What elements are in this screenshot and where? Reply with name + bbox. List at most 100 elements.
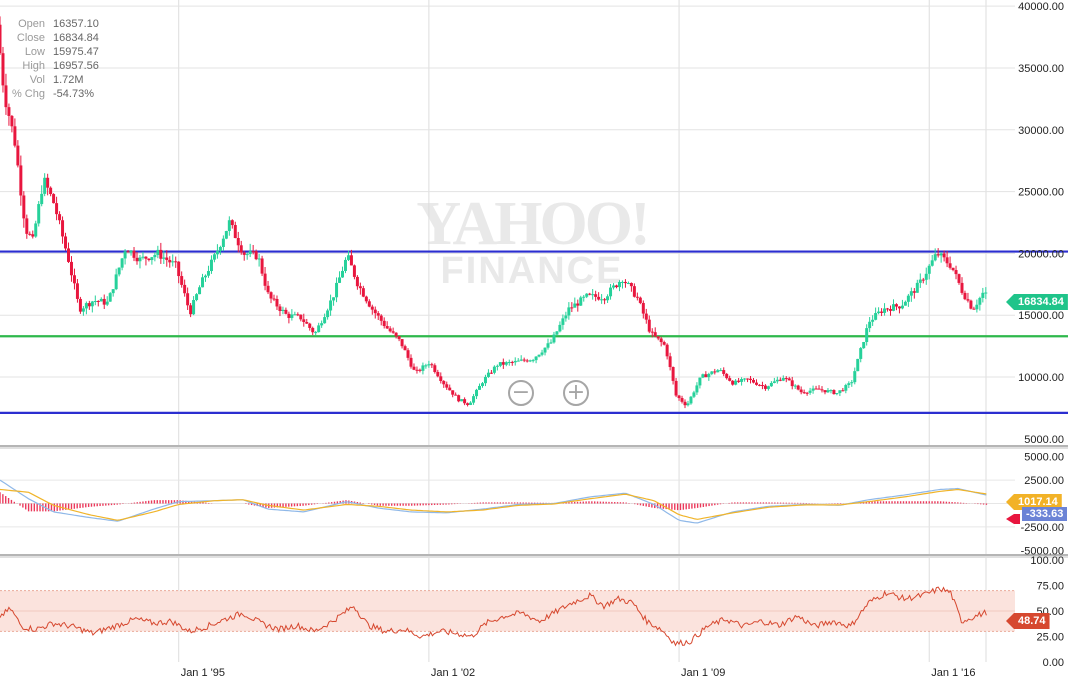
candle-body: [889, 309, 893, 311]
candle-body: [653, 332, 657, 337]
candle-body: [10, 115, 14, 127]
candle-body: [856, 358, 860, 372]
candle-body: [597, 296, 601, 300]
ohlc-key: Vol: [29, 74, 45, 86]
candle-body: [343, 259, 347, 271]
candle-body: [153, 254, 157, 258]
candle-body: [525, 360, 529, 362]
watermark-yahoo: YAHOO!: [416, 190, 647, 258]
y-tick-label: 30000.00: [1018, 125, 1064, 137]
candle-body: [355, 276, 359, 287]
candle-body: [16, 145, 20, 166]
candle-body: [132, 250, 136, 258]
candle-body: [409, 357, 413, 367]
candle-body: [814, 388, 818, 390]
candle-body: [942, 253, 946, 258]
ohlc-key: High: [22, 60, 45, 72]
candle-body: [954, 270, 958, 275]
y-tick-label: -5000.00: [1021, 545, 1064, 557]
candle-body: [900, 305, 904, 309]
candle-body: [603, 299, 607, 301]
candle-body: [129, 250, 133, 253]
zoom-out-button[interactable]: −: [508, 380, 534, 406]
candle-body: [287, 313, 291, 318]
candle-body: [397, 336, 401, 340]
candle-body: [635, 296, 639, 298]
candle-body: [617, 281, 621, 288]
candle-body: [674, 380, 678, 396]
candle-body: [64, 236, 68, 249]
ohlc-value: 16834.84: [53, 32, 99, 44]
candle-body: [817, 388, 821, 390]
candle-body: [31, 234, 35, 237]
candle-body: [576, 303, 580, 306]
x-tick-label: Jan 1 '95: [181, 667, 225, 679]
candle-body: [296, 314, 300, 316]
candle-body: [299, 314, 303, 320]
y-tick-label: 15000.00: [1018, 310, 1064, 322]
candle-body: [215, 251, 219, 255]
candle-body: [600, 299, 604, 301]
candle-body: [641, 302, 645, 314]
candle-body: [37, 204, 41, 224]
candle-body: [722, 370, 726, 374]
candle-body: [710, 371, 714, 374]
y-tick-label: 25000.00: [1018, 187, 1064, 199]
candle-body: [647, 319, 651, 332]
ohlc-value: 1.72M: [53, 74, 84, 86]
candle-body: [805, 392, 809, 394]
candle-body: [746, 378, 750, 380]
candle-body: [796, 385, 800, 390]
candle-body: [501, 362, 505, 365]
candle-body: [448, 387, 452, 391]
candle-body: [87, 303, 91, 307]
candle-body: [963, 292, 967, 300]
candle-body: [802, 392, 806, 394]
y-tick-label: 100.00: [1030, 555, 1064, 567]
x-tick-label: Jan 1 '02: [431, 667, 475, 679]
candle-body: [489, 372, 493, 374]
candle-body: [451, 390, 455, 395]
candle-body: [495, 365, 499, 367]
candle-body: [260, 258, 264, 274]
candle-body: [168, 259, 172, 263]
candle-body: [719, 370, 723, 372]
candle-body: [93, 300, 97, 302]
candle-body: [847, 383, 851, 386]
candle-body: [430, 364, 434, 366]
candle-body: [725, 373, 729, 379]
candle-body: [406, 350, 410, 358]
candle-body: [707, 373, 711, 378]
ohlc-value: 16357.10: [53, 18, 99, 30]
x-tick-label: Jan 1 '16: [931, 667, 975, 679]
ohlc-row: Low 15975.47: [4, 45, 99, 59]
candle-body: [311, 327, 315, 333]
zoom-in-button[interactable]: +: [563, 380, 589, 406]
candle-body: [883, 308, 887, 313]
candle-body: [135, 257, 139, 262]
candle-body: [737, 380, 741, 382]
candle-body: [558, 324, 562, 332]
candle-body: [808, 390, 812, 393]
ohlc-row: Vol 1.72M: [4, 73, 99, 87]
candle-body: [859, 348, 863, 359]
candle-body: [147, 258, 151, 261]
candle-body: [752, 379, 756, 383]
candle-body: [242, 252, 246, 255]
candle-body: [594, 294, 598, 297]
candle-body: [823, 390, 827, 393]
candle-body: [552, 334, 556, 343]
candle-body: [314, 332, 318, 334]
y-tick-label: 0.00: [1043, 657, 1064, 669]
candle-body: [903, 301, 907, 306]
candle-body: [531, 360, 535, 362]
candle-body: [28, 233, 32, 235]
candle-body: [731, 380, 735, 385]
candle-body: [766, 386, 770, 389]
candle-body: [346, 255, 350, 260]
candle-body: [13, 126, 17, 146]
candle-body: [567, 307, 571, 316]
candle-body: [370, 306, 374, 310]
candle-body: [757, 384, 761, 386]
